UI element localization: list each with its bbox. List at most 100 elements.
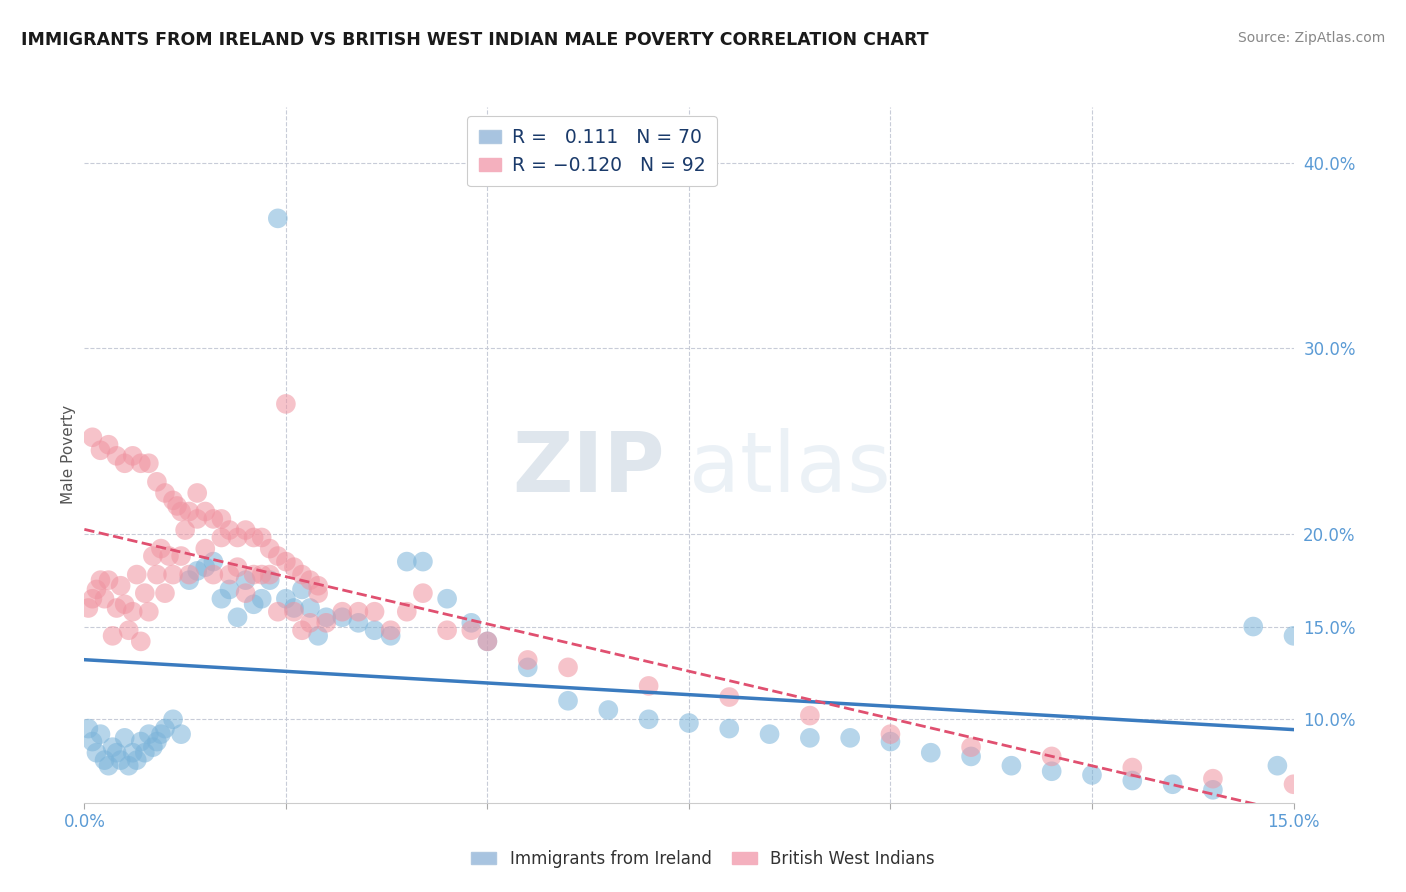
Point bbox=[299, 573, 322, 587]
Point bbox=[879, 734, 901, 748]
Point bbox=[460, 615, 482, 630]
Point bbox=[307, 586, 329, 600]
Point bbox=[146, 567, 169, 582]
Point bbox=[209, 512, 232, 526]
Point bbox=[315, 615, 337, 630]
Legend: Immigrants from Ireland, British West Indians: Immigrants from Ireland, British West In… bbox=[465, 844, 941, 875]
Point bbox=[363, 624, 385, 638]
Point bbox=[218, 582, 240, 597]
Text: IMMIGRANTS FROM IRELAND VS BRITISH WEST INDIAN MALE POVERTY CORRELATION CHART: IMMIGRANTS FROM IRELAND VS BRITISH WEST … bbox=[21, 31, 929, 49]
Point bbox=[259, 541, 281, 556]
Point bbox=[1202, 782, 1225, 797]
Point bbox=[283, 560, 305, 574]
Point bbox=[557, 694, 579, 708]
Point bbox=[77, 601, 100, 615]
Point bbox=[218, 523, 240, 537]
Point bbox=[162, 712, 184, 726]
Point bbox=[134, 586, 156, 600]
Point bbox=[283, 605, 305, 619]
Point bbox=[125, 753, 148, 767]
Point bbox=[153, 722, 176, 736]
Point bbox=[330, 610, 353, 624]
Point bbox=[330, 605, 353, 619]
Point bbox=[226, 531, 249, 545]
Point bbox=[114, 597, 136, 611]
Point bbox=[82, 734, 104, 748]
Point bbox=[162, 493, 184, 508]
Point bbox=[307, 579, 329, 593]
Point bbox=[209, 531, 232, 545]
Point bbox=[516, 660, 538, 674]
Point bbox=[138, 727, 160, 741]
Point bbox=[105, 746, 128, 760]
Point bbox=[267, 211, 290, 226]
Point bbox=[291, 567, 314, 582]
Point bbox=[194, 541, 217, 556]
Point bbox=[839, 731, 862, 745]
Point bbox=[110, 579, 132, 593]
Point bbox=[678, 716, 700, 731]
Point bbox=[235, 523, 257, 537]
Point bbox=[146, 475, 169, 489]
Point bbox=[114, 456, 136, 470]
Point bbox=[395, 605, 418, 619]
Point bbox=[347, 615, 370, 630]
Point bbox=[194, 504, 217, 518]
Point bbox=[202, 555, 225, 569]
Point bbox=[149, 541, 172, 556]
Point bbox=[86, 582, 108, 597]
Point bbox=[477, 634, 499, 648]
Point bbox=[166, 499, 188, 513]
Point bbox=[97, 438, 120, 452]
Point bbox=[436, 591, 458, 606]
Point bbox=[82, 591, 104, 606]
Point bbox=[267, 549, 290, 563]
Point bbox=[283, 601, 305, 615]
Point bbox=[86, 746, 108, 760]
Point bbox=[179, 573, 201, 587]
Point bbox=[274, 591, 297, 606]
Point bbox=[1000, 758, 1022, 772]
Point bbox=[149, 727, 172, 741]
Point bbox=[235, 573, 257, 587]
Point bbox=[799, 731, 821, 745]
Text: Source: ZipAtlas.com: Source: ZipAtlas.com bbox=[1237, 31, 1385, 45]
Point bbox=[637, 712, 659, 726]
Point bbox=[274, 397, 297, 411]
Point bbox=[477, 634, 499, 648]
Point bbox=[186, 512, 208, 526]
Point bbox=[157, 549, 180, 563]
Point bbox=[395, 555, 418, 569]
Point bbox=[242, 567, 264, 582]
Point bbox=[125, 567, 148, 582]
Point bbox=[121, 746, 143, 760]
Point bbox=[101, 629, 124, 643]
Point bbox=[460, 624, 482, 638]
Point bbox=[1121, 773, 1143, 788]
Point bbox=[89, 727, 111, 741]
Point bbox=[121, 449, 143, 463]
Point bbox=[97, 573, 120, 587]
Point bbox=[235, 586, 257, 600]
Point bbox=[129, 456, 152, 470]
Point bbox=[516, 653, 538, 667]
Point bbox=[1121, 760, 1143, 774]
Point bbox=[202, 567, 225, 582]
Point bbox=[129, 634, 152, 648]
Point bbox=[315, 610, 337, 624]
Point bbox=[758, 727, 780, 741]
Point bbox=[259, 573, 281, 587]
Point bbox=[142, 740, 165, 755]
Point bbox=[138, 605, 160, 619]
Text: ZIP: ZIP bbox=[512, 428, 665, 509]
Point bbox=[347, 605, 370, 619]
Point bbox=[170, 727, 193, 741]
Point bbox=[101, 740, 124, 755]
Point bbox=[218, 567, 240, 582]
Point bbox=[146, 734, 169, 748]
Point bbox=[170, 504, 193, 518]
Point bbox=[259, 567, 281, 582]
Point bbox=[134, 746, 156, 760]
Point bbox=[89, 443, 111, 458]
Text: atlas: atlas bbox=[689, 428, 890, 509]
